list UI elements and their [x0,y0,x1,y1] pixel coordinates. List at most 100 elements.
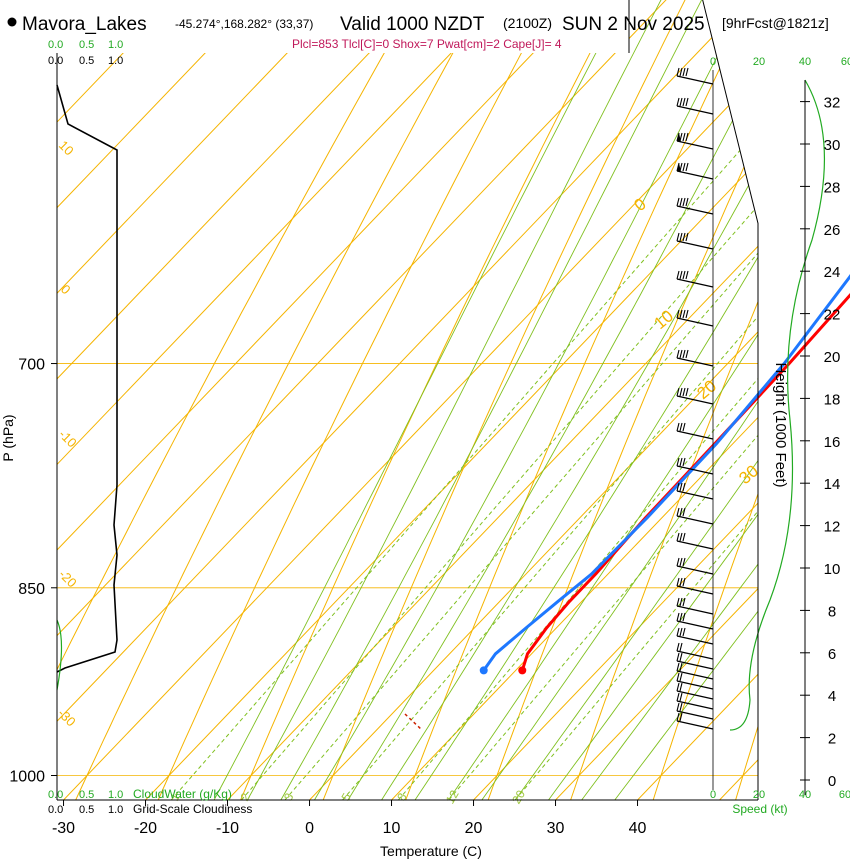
temperature-surface-dot [518,666,527,675]
isotherm-0 [278,0,758,801]
wind-barb [676,270,714,288]
axis-layer: 1235812200102030100-10-20-30250300400500… [9,0,840,837]
station-marker-icon [7,17,17,27]
isotherm--30 [57,0,758,801]
height-tick-10: 10 [824,561,841,578]
speed-tick-bottom-20: 20 [753,789,765,801]
wind-barb [676,349,714,367]
isotherm--110 [57,0,758,801]
moist-adiabat-10 [360,0,758,801]
mixing-label-3: 3 [281,790,297,803]
theta-label-10: 10 [56,138,77,159]
moist-adiabat-2 [295,0,758,801]
speed-tick-bottom-40: 40 [799,789,811,801]
dewpoint-surface-dot [479,666,488,675]
dry-adiabat--20 [143,0,758,801]
height-tick-30: 30 [824,137,841,154]
height-tick-14: 14 [824,476,841,493]
temp-tick-20: 20 [465,820,483,837]
temp-tick--10: -10 [216,820,239,837]
dry-adiabat-10 [393,0,758,801]
wind-barb [676,712,714,730]
speed-tick-top-40: 40 [799,56,811,68]
y-axis-title: P (hPa) [0,414,16,461]
temp-tick-30: 30 [547,820,565,837]
mixing-line-5 [314,0,758,801]
parcel-path [404,713,423,731]
moist-adiabat-22 [459,0,758,801]
temp-tick--20: -20 [134,820,157,837]
isotherm-40 [606,0,758,801]
speed-tick-top-0: 0 [710,56,716,68]
dry-adiabat-60 [809,0,850,832]
pressure-tick-700: 700 [18,357,45,374]
mixing-label-12: 12 [443,787,462,806]
isotherm--20 [114,0,758,801]
isotherm-20 [442,0,758,801]
wind-barb [676,662,714,680]
series-layer [56,79,850,731]
mixing-line-2 [213,0,758,801]
moist-adiabat--2 [262,0,758,801]
wind-barb [676,612,714,630]
wind-barb [676,387,714,405]
isotherm--40 [57,0,758,801]
temperature-line [520,292,850,671]
wind-barb [676,672,714,690]
wind-barb [676,422,714,440]
dewpoint-line [482,273,850,672]
wind-barb [676,597,714,615]
height-tick-20: 20 [824,349,841,366]
wind-barb [676,197,714,215]
station-name: Mavora_Lakes [22,14,147,35]
height-tick-16: 16 [824,434,841,451]
forecast-date: SUN 2 Nov 2025 [562,14,705,35]
wind-barb [676,627,714,645]
wind-barb [676,682,714,700]
height-tick-8: 8 [828,603,836,620]
cloud-scale-bottom-0: 0.0 [48,804,63,816]
speed-tick-top-20: 20 [753,56,765,68]
height-tick-4: 4 [828,688,836,705]
wind-barb [676,702,714,720]
theta-label--30: -30 [55,706,79,730]
height-axis-title: Height (1000 Feet) [772,362,789,487]
temp-tick-40: 40 [629,820,647,837]
wind-barb [676,162,714,180]
temp-tick-10: 10 [383,820,401,837]
height-tick-12: 12 [824,519,841,536]
speed-tick-bottom-60: 60 [839,789,850,801]
height-tick-24: 24 [824,264,841,281]
wind-barb [676,482,714,500]
theta-label--20: -20 [56,567,80,591]
forecast-info: [9hrFcst@1821z] [722,15,829,31]
isotherm--90 [57,0,758,801]
isotherm--50 [57,0,758,801]
wind-barb [676,557,714,575]
valid-time: Valid 1000 NZDT [340,14,485,35]
wind-barbs [676,67,714,730]
mixing-line-12 [421,0,758,801]
plot-right-border [628,0,759,800]
pressure-tick-850: 850 [18,581,45,598]
isotherm-10 [360,0,758,801]
height-tick-28: 28 [824,179,841,196]
height-tick-18: 18 [824,391,841,408]
moist-adiabat--10 [196,0,758,801]
mixing-line-1 [142,0,758,801]
dry-adiabat--10 [226,0,758,801]
mixing-line-8 [370,0,758,801]
wind-barb [676,67,714,85]
isotherm--80 [57,0,758,801]
zulu-time: (2100Z) [503,15,552,31]
grid-layer [57,0,850,832]
moist-adiabat-38 [590,0,758,801]
isotherm--10 [196,0,758,801]
height-tick-6: 6 [828,646,836,663]
wind-barb [676,692,714,710]
theta-label--10: -10 [56,427,80,451]
isotherm--100 [57,0,758,801]
wind-barb [676,507,714,525]
mixing-line-20 [488,0,758,801]
